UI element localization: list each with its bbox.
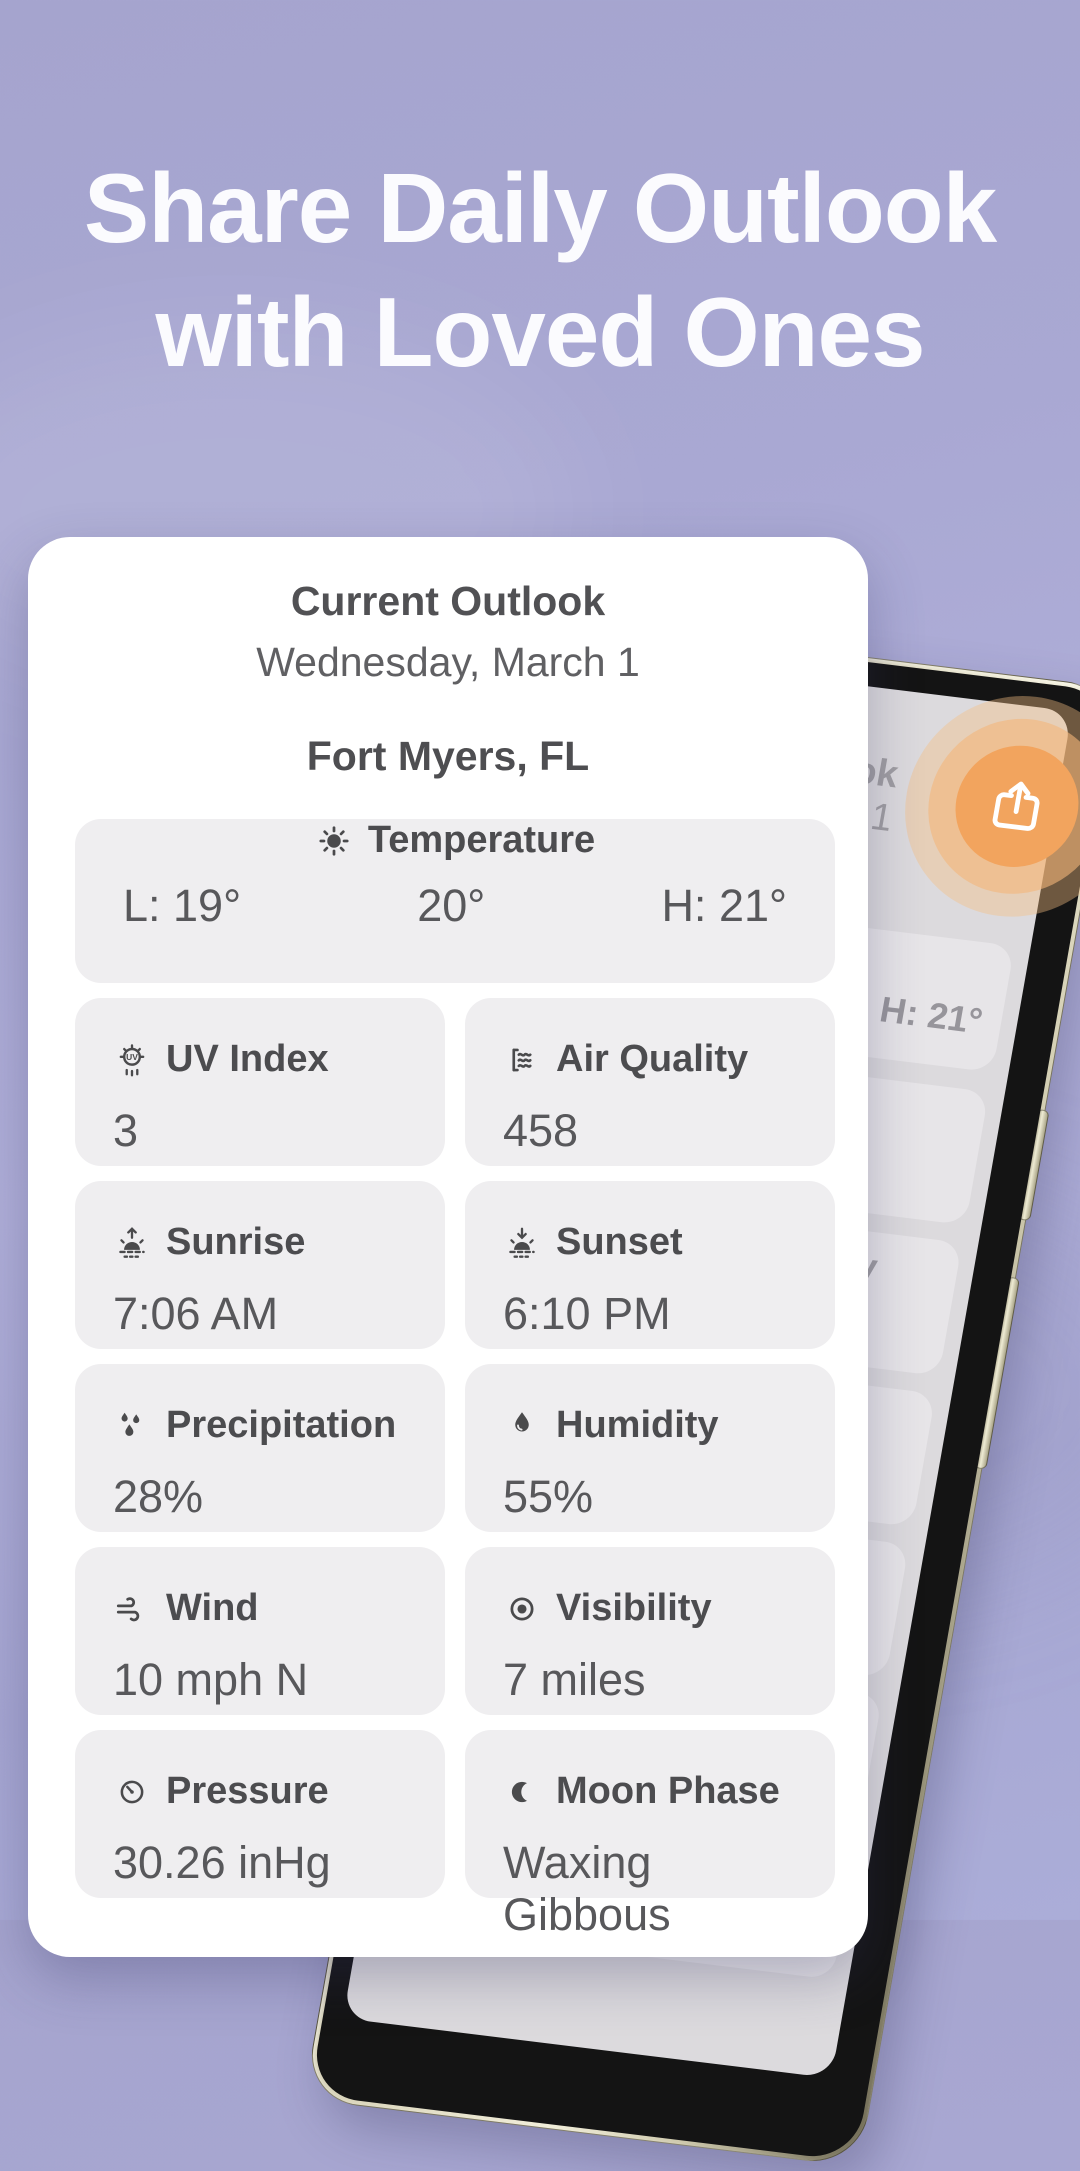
air-waves-icon [503,1041,541,1079]
temperature-label: Temperature [367,819,596,861]
temp-current: 20° [417,880,486,931]
card-title: Current Outlook [290,578,606,624]
eye-icon [503,1590,541,1628]
tiles-container: Temperature L: 19° 20° H: 21° UV [75,819,835,1940]
hero-title-line2: with Loved Ones [155,277,925,387]
sunrise-icon [113,1224,151,1262]
tile-label: Sunrise [166,1221,306,1263]
tile-air-quality: Air Quality 458 [465,998,835,1166]
tile-visibility: Visibility 7 miles [465,1547,835,1715]
tile-label: Sunset [556,1221,683,1263]
hero-title-line1: Share Daily Outlook [83,153,997,263]
card-date: Wednesday, March 1 [256,639,640,685]
tile-label: Visibility [556,1587,712,1629]
tile-value: 7:06 AM [113,1288,279,1339]
tile-value: 3 [113,1105,139,1156]
phone-mockup: ok h 1 H: 21° y [303,619,1080,2168]
tile-value: 458 [503,1105,579,1156]
card-location: Fort Myers, FL [306,733,590,779]
tile-pressure: Pressure 30.26 inHg [75,1730,445,1898]
tile-label: Pressure [166,1770,329,1812]
tile-value: 28% [113,1471,204,1522]
tile-uv-index: UV UV Index 3 [75,998,445,1166]
sun-icon [315,822,353,860]
tile-wind: Wind 10 mph N [75,1547,445,1715]
tile-value: 7 miles [503,1654,646,1705]
tile-sunrise: Sunrise 7:06 AM [75,1181,445,1349]
temp-low: L: 19° [123,880,242,931]
phone-screen: ok h 1 H: 21° y [342,651,1080,2079]
tile-value: 55% [503,1471,594,1522]
tile-label: UV Index [166,1038,329,1080]
share-glow-mid [914,708,1080,904]
share-icon [980,771,1055,842]
droplet-icon [503,1407,541,1445]
tile-sunset: Sunset 6:10 PM [465,1181,835,1349]
hero-title: Share Daily Outlook with Loved Ones [0,146,1080,394]
raindrops-icon [113,1407,151,1445]
tile-precipitation: Precipitation 28% [75,1364,445,1532]
temp-high: H: 21° [661,880,787,931]
tile-label: Precipitation [166,1404,397,1446]
wind-icon [113,1590,151,1628]
tile-label: Air Quality [556,1038,749,1080]
share-glow-outer [887,683,1080,930]
svg-text:UV: UV [126,1052,138,1062]
sunset-icon [503,1224,541,1262]
outlook-card: Current Outlook Wednesday, March 1 Fort … [28,537,868,1957]
temperature-tile: Temperature L: 19° 20° H: 21° [75,819,835,983]
gauge-icon [113,1773,151,1811]
tile-value: Waxing Gibbous [503,1837,671,1940]
uv-sun-icon: UV [113,1041,151,1079]
tile-value: 6:10 PM [503,1288,671,1339]
tile-value: 10 mph N [113,1654,309,1705]
tile-humidity: Humidity 55% [465,1364,835,1532]
moon-icon [503,1773,541,1811]
tile-label: Humidity [556,1404,719,1446]
share-button[interactable] [945,738,1080,874]
tile-label: Wind [166,1587,259,1629]
tile-label: Moon Phase [556,1770,780,1812]
tile-moon-phase: Moon Phase Waxing Gibbous [465,1730,835,1940]
tile-value: 30.26 inHg [113,1837,331,1888]
